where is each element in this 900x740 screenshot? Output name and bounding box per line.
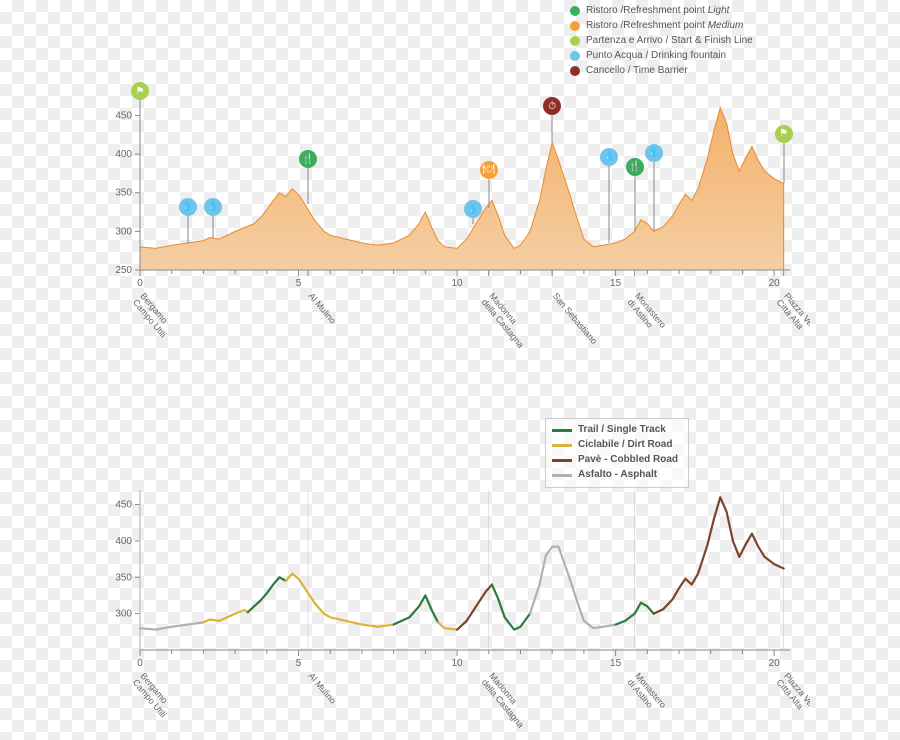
svg-text:300: 300 — [115, 226, 132, 237]
start-icon: ⚑ — [131, 82, 149, 100]
legend-dot-icon — [570, 51, 580, 61]
legend-line-icon — [552, 429, 572, 432]
svg-text:5: 5 — [296, 658, 302, 669]
terrain-segment — [492, 585, 530, 630]
page-root: { "legend_top": { "x": 570, "y": 4, "ite… — [0, 0, 900, 740]
map-marker-ristoro-l: 🍴 — [299, 150, 317, 168]
finish-icon: ⚑ — [775, 125, 793, 143]
svg-text:400: 400 — [115, 149, 132, 160]
x-location-label: Piazza Vecchia,Città Alta — [774, 671, 810, 730]
svg-text:400: 400 — [115, 536, 132, 547]
terrain-segment — [438, 622, 457, 629]
legend-item: Cancello / Time Barrier — [570, 64, 753, 78]
legend-dot-icon — [570, 66, 580, 76]
water-icon: 💧 — [204, 198, 222, 216]
terrain-segment — [530, 547, 616, 628]
terrain-segment — [140, 622, 203, 629]
ristoro-m-icon: 🍽 — [480, 161, 498, 179]
legend-dot-icon — [570, 36, 580, 46]
legend-label: Ciclabile / Dirt Road — [578, 438, 672, 452]
legend-line-icon — [552, 444, 572, 447]
x-location-label: BergamoCampo Utili — [131, 291, 176, 339]
legend-bottom: Trail / Single TrackCiclabile / Dirt Roa… — [545, 418, 689, 488]
x-location-label: Al Mulino — [307, 671, 338, 706]
svg-text:0: 0 — [137, 278, 143, 289]
legend-label: Ristoro /Refreshment point Light — [586, 4, 729, 18]
terrain-segment — [286, 574, 394, 627]
x-location-label: San Sebastiano — [551, 291, 600, 346]
elevation-terrain-chart: 300 350 400 450 0 5 10 15 20 BergamoCampo Utili Al… — [100, 480, 810, 730]
svg-text:300: 300 — [115, 609, 132, 620]
legend-item: Ciclabile / Dirt Road — [552, 438, 678, 452]
svg-text:5: 5 — [296, 278, 302, 289]
legend-label: Punto Acqua / Drinking fountain — [586, 49, 726, 63]
x-location-label: Madonnadella Castagna — [480, 671, 534, 730]
svg-text:450: 450 — [115, 500, 132, 511]
map-marker-water: 💧 — [645, 144, 663, 162]
x-location-label: Madonnadella Castagna — [480, 291, 534, 350]
legend-label: Trail / Single Track — [578, 423, 666, 437]
legend-item: Ristoro /Refreshment point Medium — [570, 19, 753, 33]
terrain-segment — [203, 610, 247, 622]
map-marker-finish: ⚑ — [775, 125, 793, 143]
legend-item: Punto Acqua / Drinking fountain — [570, 49, 753, 63]
svg-text:15: 15 — [610, 658, 622, 669]
svg-text:350: 350 — [115, 572, 132, 583]
legend-label: Cancello / Time Barrier — [586, 64, 688, 78]
svg-text:20: 20 — [769, 658, 781, 669]
terrain-segment — [654, 497, 784, 613]
legend-dot-icon — [570, 6, 580, 16]
svg-text:20: 20 — [769, 278, 781, 289]
water-icon: 💧 — [464, 200, 482, 218]
svg-text:10: 10 — [452, 658, 464, 669]
barrier-icon: ⏱ — [543, 97, 561, 115]
legend-item: Partenza e Arrivo / Start & Finish Line — [570, 34, 753, 48]
water-icon: 💧 — [645, 144, 663, 162]
svg-text:450: 450 — [115, 110, 132, 121]
svg-text:250: 250 — [115, 265, 132, 276]
x-location-label: Monasterodi Astino — [625, 671, 668, 716]
terrain-segment — [394, 595, 438, 624]
legend-item: Trail / Single Track — [552, 423, 678, 437]
legend-label: Pavè - Cobbled Road — [578, 453, 678, 467]
map-marker-barrier: ⏱ — [543, 97, 561, 115]
x-location-label: Piazza Vecchia,Città Alta — [774, 291, 810, 350]
map-marker-water: 💧 — [204, 198, 222, 216]
svg-text:350: 350 — [115, 188, 132, 199]
map-marker-start: ⚑ — [131, 82, 149, 100]
legend-label: Partenza e Arrivo / Start & Finish Line — [586, 34, 753, 48]
x-location-label: BergamoCampo Utili — [131, 671, 176, 719]
water-icon: 💧 — [600, 148, 618, 166]
svg-text:10: 10 — [452, 278, 464, 289]
map-marker-ristoro-l: 🍴 — [626, 158, 644, 176]
map-marker-water: 💧 — [600, 148, 618, 166]
ristoro-l-icon: 🍴 — [299, 150, 317, 168]
terrain-segment — [457, 585, 492, 630]
legend-line-icon — [552, 459, 572, 462]
svg-text:15: 15 — [610, 278, 622, 289]
map-marker-ristoro-m: 🍽 — [480, 161, 498, 179]
legend-line-icon — [552, 474, 572, 477]
x-location-label: Al Mulino — [307, 291, 338, 326]
svg-text:0: 0 — [137, 658, 143, 669]
legend-top: Ristoro /Refreshment point LightRistoro … — [570, 4, 753, 79]
chart1-markers: ⚑💧💧🍴💧🍽⏱💧🍴💧⚑ — [140, 100, 790, 270]
map-marker-water: 💧 — [464, 200, 482, 218]
legend-item: Pavè - Cobbled Road — [552, 453, 678, 467]
terrain-segment — [248, 577, 286, 612]
ristoro-l-icon: 🍴 — [626, 158, 644, 176]
water-icon: 💧 — [179, 198, 197, 216]
legend-label: Ristoro /Refreshment point Medium — [586, 19, 743, 33]
map-marker-water: 💧 — [179, 198, 197, 216]
x-location-label: Monasterodi Astino — [625, 291, 668, 336]
legend-item: Ristoro /Refreshment point Light — [570, 4, 753, 18]
legend-dot-icon — [570, 21, 580, 31]
